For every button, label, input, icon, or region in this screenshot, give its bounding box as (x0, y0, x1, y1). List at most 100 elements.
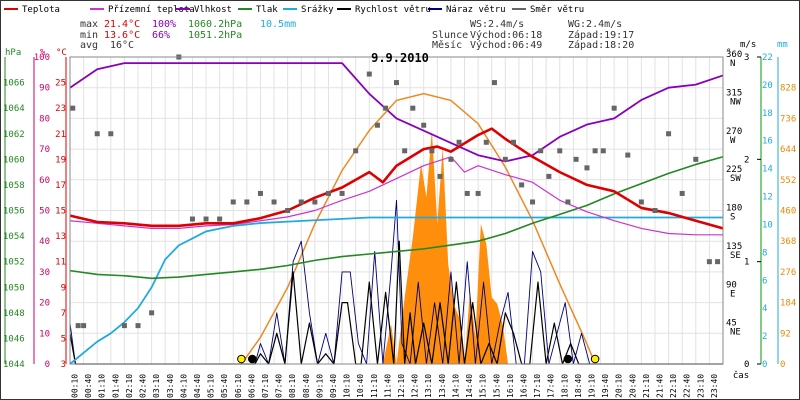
tick-label-temp: 25 (55, 79, 66, 89)
tick-label-time: 15:10 (479, 374, 488, 398)
wind-direction-point (135, 323, 141, 329)
series-line (69, 216, 723, 365)
legend-label: Přízemní teplota (108, 5, 195, 15)
tick-label-hpa: 1052 (3, 258, 25, 268)
tick-label-pct: 20 (39, 299, 50, 309)
wind-direction-point (652, 208, 658, 213)
wind-direction-point (94, 131, 100, 137)
stats-min-press: 1051.2hPa (188, 30, 242, 41)
tick-label-time: 13:40 (438, 374, 447, 398)
wind-direction-point (402, 148, 408, 154)
tick-label-time: 06:10 (234, 374, 243, 398)
tick-label-temp: 13 (55, 232, 66, 242)
wind-direction-point (592, 148, 598, 154)
tick-label-time: 19:10 (587, 374, 596, 398)
tick-label-time: 08:10 (288, 374, 297, 398)
tick-label-ms: 2 (744, 155, 749, 165)
wind-direction-point (491, 80, 497, 86)
tick-label-hpa: 1062 (3, 130, 25, 140)
series-line (69, 156, 723, 236)
tick-label-dir: 315 (726, 88, 742, 98)
wind-direction-point (573, 156, 579, 162)
tick-label-time: 05:40 (220, 374, 229, 398)
moonrise-marker (247, 354, 257, 364)
stats-max-temp: 21.4°C (104, 19, 140, 30)
wind-direction-point (429, 148, 435, 154)
tick-label-time: 04:40 (193, 374, 202, 398)
info-mesic-vychod: Východ:06:49 (470, 39, 542, 51)
wind-direction-point (81, 323, 87, 329)
stats-min-hum: 66% (152, 30, 170, 41)
wind-direction-point (353, 148, 359, 154)
wind-direction-point (244, 199, 250, 205)
series-line (69, 156, 724, 280)
wind-direction-point (715, 259, 721, 265)
wind-direction-point (339, 190, 345, 196)
wind-direction-point (448, 156, 454, 162)
wind-direction-point (625, 152, 631, 158)
info-mesic-zapad: Západ:18:20 (568, 39, 634, 51)
stats-block: max 21.4°C 100% 1060.2hPa 10.5mm min 13.… (80, 19, 296, 51)
legend-label: Náraz větru (446, 5, 506, 15)
tick-label-dir: 225 (726, 165, 742, 175)
wind-direction-point (706, 259, 712, 265)
wind-direction-point (325, 190, 331, 196)
tick-label-time: 14:40 (465, 374, 474, 398)
tick-label-temp: 11 (55, 258, 66, 268)
legend: Teplota Přízemní teplota Vlhkost Tlak Srážky… (4, 5, 584, 15)
tick-label-dir: 270 (726, 127, 742, 137)
tick-label-time: 08:40 (302, 374, 311, 398)
wind-direction-point (530, 199, 536, 205)
x-axis-label: čas (733, 370, 749, 381)
tick-label-time: 16:10 (506, 374, 515, 398)
series-line (69, 127, 724, 230)
tick-label-temp: 19 (55, 155, 66, 165)
tick-label-hpa: 1048 (3, 309, 25, 319)
tick-label-time: 21:10 (642, 374, 651, 398)
tick-label-wm2: 828 (780, 84, 796, 94)
tick-label-wm2: 460 (780, 207, 796, 217)
sunrise-marker (237, 354, 246, 364)
wind-direction-point (366, 71, 372, 77)
tick-label-time: 11:40 (383, 374, 392, 398)
tick-label-ms: 0 (744, 360, 749, 370)
tick-label-time: 20:10 (615, 374, 624, 398)
tick-label-time: 14:10 (451, 374, 460, 398)
tick-label-time: 13:10 (424, 374, 433, 398)
tick-label-mm: 0 (762, 360, 767, 370)
tick-label-hpa: 1066 (3, 79, 25, 89)
tick-label-time: 20:40 (628, 374, 637, 398)
wind-direction-point (312, 199, 318, 205)
wind-direction-point (108, 131, 114, 137)
tick-label-time: 17:40 (547, 374, 556, 398)
tick-label-time: 15:40 (492, 374, 501, 398)
tick-label-time: 10:40 (356, 374, 365, 398)
info-slunce-vychod: Východ:06:18 (470, 29, 542, 41)
tick-label-ms: 1 (744, 258, 749, 268)
tick-label-pct: 30 (39, 268, 50, 278)
stats-max-rain: 10.5mm (260, 19, 296, 30)
tick-label-time: 10:10 (343, 374, 352, 398)
tick-label-wm2: 644 (780, 145, 796, 155)
axes: hPa% °C °m/s mm1044104610481050105210541056… (3, 40, 796, 398)
tick-label-time: 17:10 (533, 374, 542, 398)
wind-direction-point (257, 190, 263, 196)
tick-label-mm: 20 (762, 81, 773, 91)
tick-label-time: 01:40 (111, 374, 120, 398)
wind-direction-point (666, 131, 672, 137)
tick-label-mm: 10 (762, 220, 773, 230)
wind-direction-point (149, 310, 155, 316)
solar-curve (240, 92, 596, 365)
tick-label-dir: 90 (726, 280, 737, 290)
axis-title-pct: % (40, 48, 46, 58)
tick-label-time: 06:40 (247, 374, 256, 398)
stats-min-label: min (80, 30, 98, 41)
info-wg: WG:2.4m/s (568, 19, 622, 30)
tick-label-hpa: 1050 (3, 283, 25, 293)
tick-label-temp: 21 (55, 130, 66, 140)
tick-label-dir: 135 (726, 242, 742, 252)
wind-direction-point (421, 122, 427, 128)
tick-label-time: 23:10 (696, 374, 705, 398)
wind-direction-point (693, 156, 699, 162)
wind-direction-point (538, 148, 544, 154)
